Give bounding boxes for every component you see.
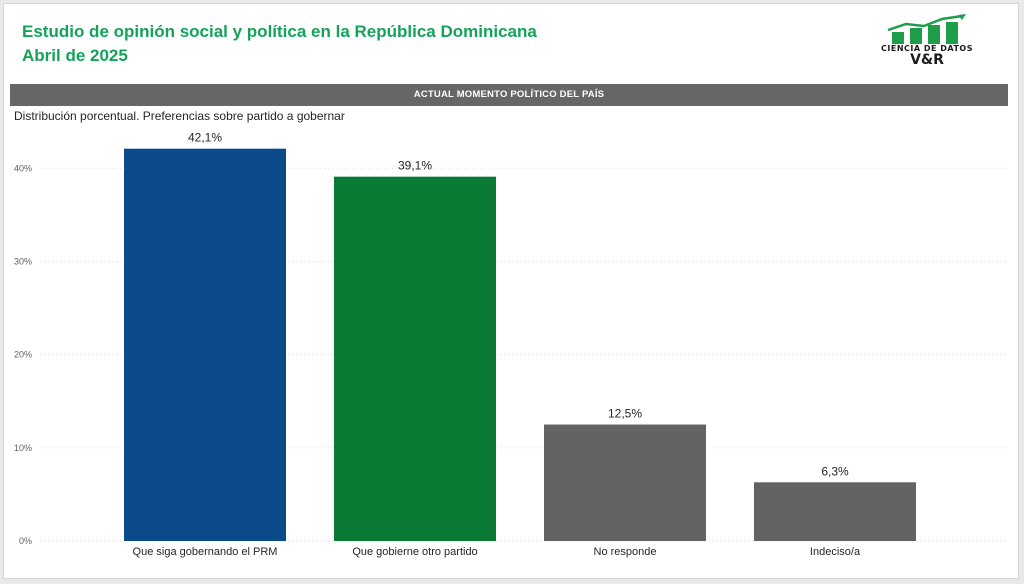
bar — [124, 148, 286, 542]
data-label: 12,5% — [608, 407, 642, 421]
x-tick-label: No responde — [594, 546, 657, 558]
company-logo: CIENCIA DE DATOS V&R — [862, 14, 992, 70]
y-tick-label: 10% — [14, 443, 32, 453]
bar-chart-logo-icon — [887, 14, 966, 44]
data-label: 39,1% — [398, 159, 432, 173]
chart-subtitle: Distribución porcentual. Preferencias so… — [14, 109, 345, 123]
y-tick-label: 30% — [14, 256, 32, 266]
y-tick-label: 40% — [14, 163, 32, 173]
x-tick-label: Que gobierne otro partido — [352, 546, 477, 558]
y-tick-label: 20% — [14, 350, 32, 360]
bar — [544, 424, 706, 541]
section-banner: ACTUAL MOMENTO POLÍTICO DEL PAÍS — [10, 84, 1008, 106]
logo-brand: V&R — [910, 52, 944, 68]
logo-caption: CIENCIA DE DATOS — [881, 44, 973, 53]
report-date: Abril de 2025 — [22, 46, 128, 65]
data-label: 6,3% — [821, 464, 849, 478]
bar — [334, 176, 496, 541]
x-tick-label: Que siga gobernando el PRM — [133, 546, 278, 558]
y-tick-label: 0% — [19, 536, 32, 546]
report-title: Estudio de opinión social y política en … — [22, 22, 537, 41]
data-label: 42,1% — [188, 131, 222, 145]
x-tick-label: Indeciso/a — [810, 546, 861, 558]
bar — [754, 482, 916, 541]
